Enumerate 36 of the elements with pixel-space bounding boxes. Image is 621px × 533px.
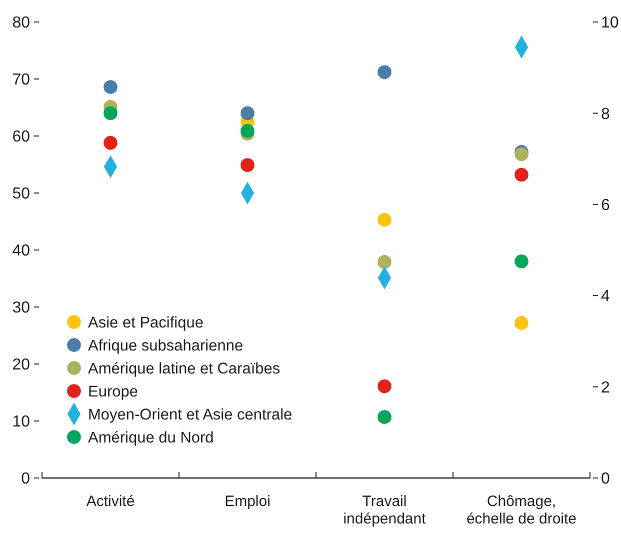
y-tick-label: 30 [12, 300, 30, 317]
y-tick-label: 50 [12, 186, 30, 203]
point [240, 158, 254, 172]
y2-tick-label: 4 [601, 288, 610, 306]
y-tick-label: 10 [12, 414, 30, 431]
point [104, 106, 118, 120]
point [240, 124, 254, 138]
point [378, 212, 392, 227]
legend-label: Amérique latine et Caraïbes [88, 360, 280, 378]
point [240, 106, 254, 120]
legend-label: Asie et Pacifique [88, 314, 204, 332]
point [378, 379, 392, 394]
x-tick-label: Travail indépendant [343, 493, 427, 528]
x-tick-label: Activité [86, 493, 135, 510]
y-tick-label: 80 [12, 14, 30, 32]
y-tick-label: 40 [12, 242, 30, 260]
y2-tick-label: 6 [601, 197, 610, 214]
point [104, 136, 118, 150]
legend-label: Amérique du Nord [88, 429, 214, 446]
y2-tick-label: 8 [601, 106, 610, 123]
x-tick-label: Chômage, échelle de droite [466, 493, 577, 528]
y2-tick-label: 0 [601, 470, 610, 488]
point [378, 255, 392, 269]
y-tick-label: 20 [12, 356, 30, 374]
legend-label: Europe [88, 383, 138, 400]
y-tick-label: 70 [12, 72, 30, 89]
y-tick-label: 60 [12, 128, 30, 146]
x-tick-label: Emploi [224, 493, 270, 510]
legend-label: Afrique subsaharienne [88, 337, 244, 354]
point [104, 80, 118, 94]
legend-label: Moyen-Orient et Asie centrale [88, 406, 292, 424]
y-tick-label: 0 [21, 470, 30, 488]
y2-tick-label: 2 [601, 379, 610, 396]
y2-tick-label: 10 [601, 14, 619, 32]
point [378, 410, 392, 424]
point [378, 65, 392, 80]
